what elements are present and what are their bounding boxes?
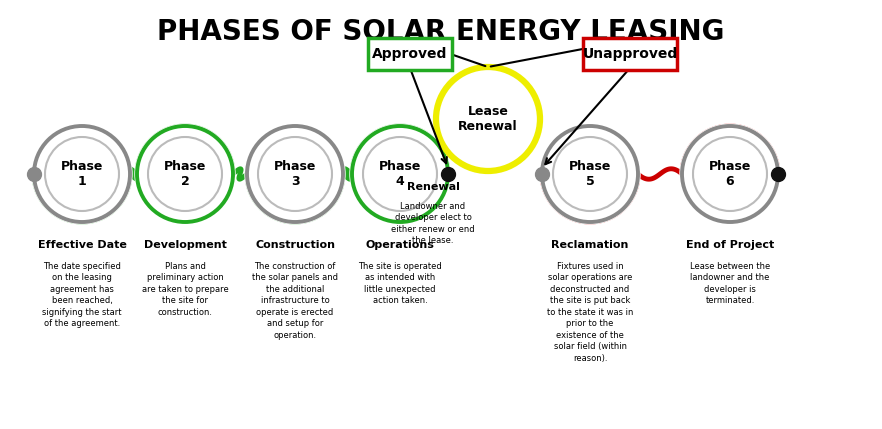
Text: The date specified
on the leasing
agreement has
been reached,
signifying the sta: The date specified on the leasing agreem… bbox=[42, 262, 122, 328]
Text: Effective Date: Effective Date bbox=[38, 240, 126, 250]
Text: Development: Development bbox=[144, 240, 227, 250]
Text: Phase
2: Phase 2 bbox=[164, 160, 206, 188]
Text: Fixtures used in
solar operations are
deconstructed and
the site is put back
to : Fixtures used in solar operations are de… bbox=[547, 262, 633, 363]
Circle shape bbox=[540, 124, 640, 224]
Text: Phase
3: Phase 3 bbox=[273, 160, 316, 188]
Text: The site is operated
as intended with
little unexpected
action taken.: The site is operated as intended with li… bbox=[358, 262, 442, 305]
Text: Construction: Construction bbox=[255, 240, 335, 250]
Text: Renewal: Renewal bbox=[407, 182, 460, 192]
Text: Unapproved: Unapproved bbox=[582, 47, 677, 61]
FancyBboxPatch shape bbox=[583, 38, 677, 70]
Text: End of Project: End of Project bbox=[686, 240, 774, 250]
Text: Landowner and
developer elect to
either renew or end
the lease.: Landowner and developer elect to either … bbox=[392, 202, 475, 245]
Text: Plans and
preliminary action
are taken to prepare
the site for
construction.: Plans and preliminary action are taken t… bbox=[142, 262, 228, 317]
Circle shape bbox=[135, 124, 235, 224]
Text: Lease
Renewal: Lease Renewal bbox=[458, 105, 518, 133]
Circle shape bbox=[32, 124, 132, 224]
Circle shape bbox=[680, 124, 780, 224]
Text: Phase
5: Phase 5 bbox=[569, 160, 611, 188]
Circle shape bbox=[245, 124, 345, 224]
Text: The construction of
the solar panels and
the additional
infrastructure to
operat: The construction of the solar panels and… bbox=[252, 262, 338, 340]
Text: Reclamation: Reclamation bbox=[551, 240, 629, 250]
Text: Approved: Approved bbox=[372, 47, 448, 61]
Text: Phase
1: Phase 1 bbox=[61, 160, 103, 188]
FancyBboxPatch shape bbox=[368, 38, 452, 70]
Circle shape bbox=[350, 124, 450, 224]
Text: Phase
4: Phase 4 bbox=[378, 160, 422, 188]
Text: Operations: Operations bbox=[365, 240, 435, 250]
Text: PHASES OF SOLAR ENERGY LEASING: PHASES OF SOLAR ENERGY LEASING bbox=[157, 18, 725, 46]
Text: Lease between the
landowner and the
developer is
terminated.: Lease between the landowner and the deve… bbox=[690, 262, 770, 305]
Text: Phase
6: Phase 6 bbox=[709, 160, 751, 188]
